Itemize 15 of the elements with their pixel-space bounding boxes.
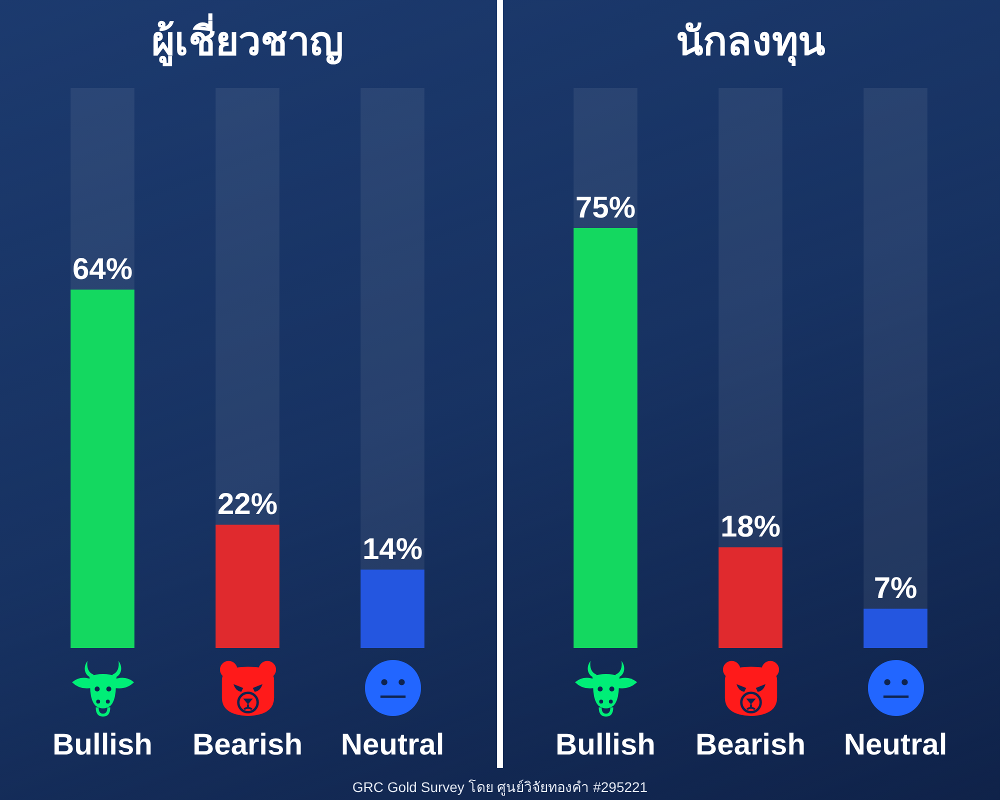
x-tick-label: Bearish bbox=[695, 728, 806, 762]
x-tick-label: Bullish bbox=[52, 728, 153, 762]
chart-title: นักลงทุน bbox=[676, 20, 825, 68]
x-tick-label: Neutral bbox=[844, 728, 948, 762]
data-label: 18% bbox=[720, 510, 781, 544]
data-label: 14% bbox=[362, 532, 423, 566]
data-label: 22% bbox=[217, 488, 278, 522]
chart-title: ผู้เชี่ยวชาญ bbox=[152, 13, 344, 66]
x-tick-label: Bearish bbox=[192, 728, 303, 762]
data-label: 7% bbox=[874, 572, 918, 606]
data-label: 75% bbox=[575, 191, 636, 224]
x-tick-label: Neutral bbox=[340, 728, 444, 762]
x-tick-label: Bullish bbox=[555, 728, 656, 762]
data-label: 64% bbox=[72, 252, 133, 286]
text: GRC Gold Survey โดย ศูนย์วิจัยทองคำ #295221 bbox=[352, 779, 648, 795]
